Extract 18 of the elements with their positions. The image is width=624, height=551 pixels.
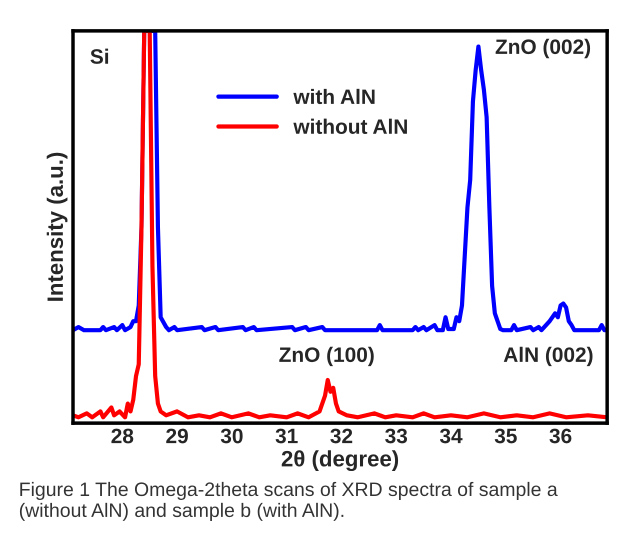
x-tick-label: 36 — [549, 428, 572, 444]
annotation: Si — [90, 48, 108, 64]
legend-label: without AlN — [293, 118, 407, 134]
x-tick-label: 34 — [440, 428, 462, 444]
x-axis-title: 2θ (degree) — [282, 450, 398, 472]
annotation: AlN (002) — [504, 346, 593, 366]
x-tick-label: 31 — [276, 428, 298, 444]
legend-label: with AlN — [293, 88, 375, 104]
x-tick-label: 28 — [111, 428, 134, 444]
annotation: ZnO (100) — [279, 346, 374, 366]
x-tick-label: 30 — [220, 428, 243, 444]
x-tick-label: 35 — [494, 428, 517, 444]
x-tick-label: 29 — [166, 428, 188, 444]
caption: Figure 1 The Omega-2theta scans of XRD spectra of sample a (without AlN) and sample b (with AlN). — [20, 482, 558, 521]
y-axis-title: Intensity (a.u.) — [46, 152, 68, 301]
x-tick-label: 32 — [330, 428, 352, 444]
annotation: ZnO (002) — [496, 38, 590, 58]
x-tick-label: 33 — [385, 428, 408, 444]
